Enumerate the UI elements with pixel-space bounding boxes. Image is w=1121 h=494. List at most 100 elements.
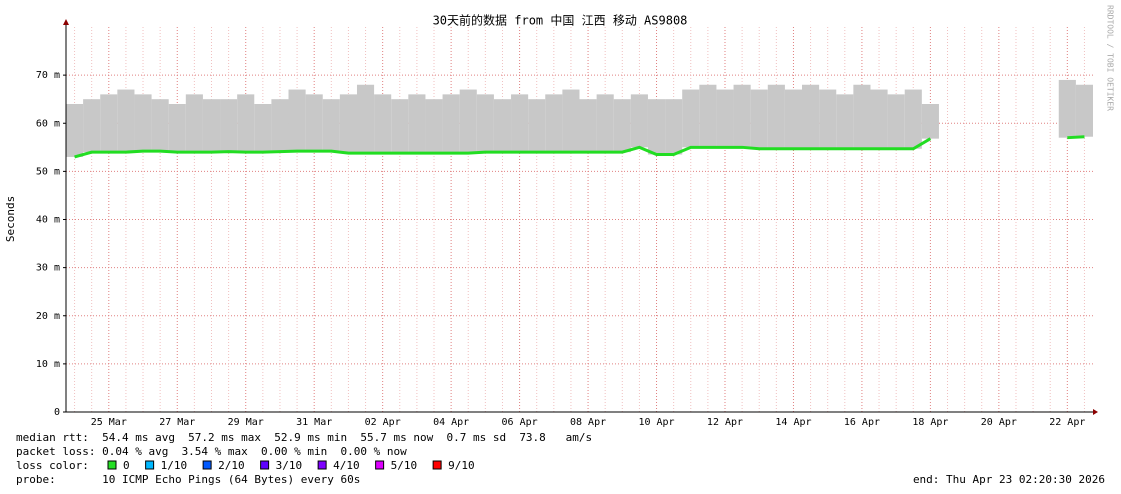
smoke-bar — [870, 89, 888, 149]
smoke-bar — [100, 94, 118, 153]
smoke-bar — [562, 89, 580, 153]
y-tick-label: 0 — [54, 407, 60, 418]
smoke-bar — [613, 99, 631, 153]
x-tick-label: 29 Mar — [228, 417, 264, 428]
x-tick-label: 31 Mar — [296, 417, 332, 428]
smoke-bar — [716, 89, 734, 148]
smoke-bar — [83, 99, 101, 153]
legend-swatch — [375, 460, 385, 470]
smoke-bar — [904, 89, 922, 149]
smoke-bar — [442, 94, 460, 154]
smoke-bar — [682, 89, 700, 148]
smoke-bar — [665, 99, 683, 155]
smoke-bar — [784, 89, 803, 149]
smoke-bar — [1075, 84, 1093, 137]
x-tick-label: 22 Apr — [1049, 417, 1085, 428]
smoke-bar — [168, 104, 186, 153]
y-tick-label: 10 m — [36, 359, 60, 370]
median-stats: median rtt: 54.4 ms avg 57.2 ms max 52.9… — [16, 431, 592, 444]
smoke-bar — [750, 89, 768, 149]
smoke-bar — [237, 94, 255, 153]
smoke-bar — [459, 89, 477, 154]
smoke-bar — [134, 94, 152, 152]
smoke-bar — [391, 99, 409, 154]
chart-title: 30天前的数据 from 中国 江西 移动 AS9808 — [433, 13, 688, 28]
smoke-bar — [66, 104, 84, 157]
smoke-bar — [476, 94, 494, 153]
smoke-bar — [511, 94, 529, 153]
x-tick-label: 04 Apr — [433, 417, 469, 428]
x-tick-label: 27 Mar — [159, 417, 195, 428]
x-tick-label: 25 Mar — [91, 417, 127, 428]
smoke-bar — [596, 94, 614, 153]
side-label: RRDTOOL / TOBI OETIKER — [1106, 5, 1115, 111]
y-tick-label: 70 m — [36, 70, 60, 81]
y-tick-label: 20 m — [36, 311, 60, 322]
legend-swatch — [145, 460, 155, 470]
smoke-bar — [853, 84, 871, 149]
smoke-bar — [819, 89, 837, 149]
smoke-bar — [374, 94, 392, 154]
smoke-bar — [202, 99, 221, 153]
smoke-bar — [339, 94, 357, 154]
legend-swatch — [202, 460, 212, 470]
y-tick-label: 50 m — [36, 166, 60, 177]
smoke-bar — [887, 94, 905, 149]
y-tick-label: 40 m — [36, 215, 60, 226]
legend-swatch — [317, 460, 327, 470]
smoke-bar — [322, 99, 340, 152]
smoke-bar — [579, 99, 597, 153]
smoke-bar — [254, 104, 272, 153]
smoke-bar — [733, 84, 751, 148]
x-tick-label: 02 Apr — [365, 417, 401, 428]
smoke-bar — [630, 94, 648, 148]
smoke-bar — [117, 89, 135, 153]
smoke-bar — [288, 89, 306, 152]
y-tick-label: 30 m — [36, 263, 60, 274]
y-arrow — [63, 19, 69, 25]
y-tick-label: 60 m — [36, 118, 60, 129]
loss-color-label: loss color: — [16, 459, 89, 472]
smoke-bar — [699, 84, 717, 148]
smoke-bar — [151, 99, 169, 152]
smoke-bar — [545, 94, 563, 153]
smoke-bar — [647, 99, 666, 155]
loss-stats: packet loss: 0.04 % avg 3.54 % max 0.00 … — [16, 445, 407, 458]
legend-swatch — [107, 460, 117, 470]
smoke-bar — [185, 94, 203, 153]
median-line — [74, 135, 1085, 159]
smoke-bar — [493, 99, 512, 153]
smoke-bar — [921, 104, 939, 139]
smoke-bar — [356, 84, 375, 154]
legend-label: 1/10 — [161, 459, 188, 472]
smoke-bar — [220, 99, 238, 152]
legend-swatch — [260, 460, 270, 470]
legend-label: 4/10 — [333, 459, 360, 472]
x-tick-label: 14 Apr — [775, 417, 811, 428]
smoke-bar — [802, 84, 820, 149]
plot — [66, 27, 1093, 413]
y-axis-label: Seconds — [4, 196, 17, 242]
smoke-bar — [1058, 79, 1076, 138]
smoke-bar — [836, 94, 854, 149]
end-time: end: Thu Apr 23 02:20:30 2026 — [913, 473, 1105, 486]
smoke-bar — [767, 84, 785, 149]
x-tick-label: 18 Apr — [912, 417, 948, 428]
x-tick-label: 20 Apr — [981, 417, 1017, 428]
legend-label: 9/10 — [448, 459, 475, 472]
legend-label: 3/10 — [276, 459, 303, 472]
x-tick-label: 16 Apr — [844, 417, 880, 428]
x-tick-label: 12 Apr — [707, 417, 743, 428]
x-tick-label: 06 Apr — [502, 417, 538, 428]
smoke-bar — [528, 99, 546, 153]
legend-swatch — [432, 460, 442, 470]
smoke-bar — [271, 99, 289, 152]
legend-label: 5/10 — [391, 459, 418, 472]
smoke-bar — [408, 94, 426, 154]
smoke-bar — [305, 94, 323, 152]
x-arrow — [1093, 409, 1098, 415]
legend-label: 0 — [123, 459, 130, 472]
probe-info: probe: 10 ICMP Echo Pings (64 Bytes) eve… — [16, 473, 360, 486]
smoke-bar — [425, 99, 443, 154]
